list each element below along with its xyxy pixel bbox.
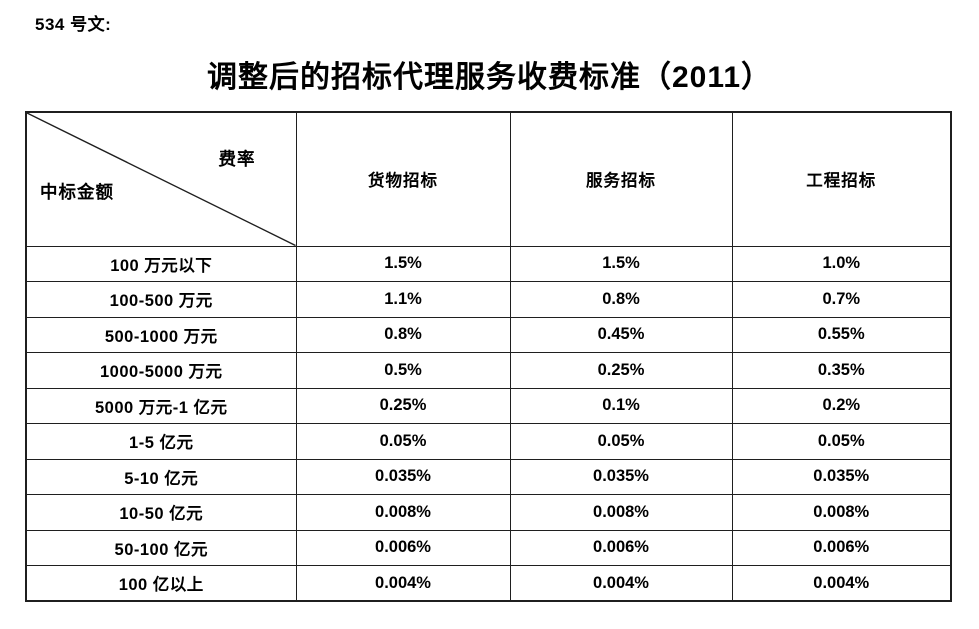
rate-cell: 0.05% xyxy=(295,423,511,460)
rate-cell: 0.8% xyxy=(295,316,511,353)
rate-cell: 0.2% xyxy=(731,387,952,424)
rate-cell: 0.006% xyxy=(731,529,952,566)
rate-cell: 0.55% xyxy=(731,316,952,353)
table-row: 1-5 亿元 0.05% 0.05% 0.05% xyxy=(25,423,952,460)
rate-cell: 1.5% xyxy=(509,245,733,282)
amount-cell: 100 万元以下 xyxy=(25,245,297,282)
column-header-service: 服务招标 xyxy=(509,111,733,247)
rate-cell: 1.5% xyxy=(295,245,511,282)
table-row: 5-10 亿元 0.035% 0.035% 0.035% xyxy=(25,458,952,495)
rate-cell: 0.05% xyxy=(731,423,952,460)
amount-cell: 500-1000 万元 xyxy=(25,316,297,353)
rate-cell: 0.035% xyxy=(295,458,511,495)
corner-header-cell: 费率 中标金额 xyxy=(25,111,297,247)
rate-cell: 0.008% xyxy=(509,494,733,531)
amount-cell: 10-50 亿元 xyxy=(25,494,297,531)
rate-cell: 0.004% xyxy=(295,565,511,602)
rate-cell: 0.8% xyxy=(509,281,733,318)
rate-cell: 0.25% xyxy=(509,352,733,389)
table-row: 10-50 亿元 0.008% 0.008% 0.008% xyxy=(25,494,952,531)
table-row: 100 亿以上 0.004% 0.004% 0.004% xyxy=(25,565,952,602)
amount-cell: 1000-5000 万元 xyxy=(25,352,297,389)
diagonal-divider-line xyxy=(27,113,296,246)
table-row: 500-1000 万元 0.8% 0.45% 0.55% xyxy=(25,316,952,353)
doc-ref: 534 号文: xyxy=(35,15,112,34)
table-row: 50-100 亿元 0.006% 0.006% 0.006% xyxy=(25,529,952,566)
rate-cell: 0.004% xyxy=(731,565,952,602)
rate-cell: 0.35% xyxy=(731,352,952,389)
column-header-goods: 货物招标 xyxy=(295,111,511,247)
table-row: 100 万元以下 1.5% 1.5% 1.0% xyxy=(25,245,952,282)
rate-cell: 0.035% xyxy=(509,458,733,495)
corner-label-rate: 费率 xyxy=(218,149,256,169)
rate-cell: 0.1% xyxy=(509,387,733,424)
amount-cell: 100-500 万元 xyxy=(25,281,297,318)
table-row: 1000-5000 万元 0.5% 0.25% 0.35% xyxy=(25,352,952,389)
rate-cell: 0.008% xyxy=(731,494,952,531)
column-header-engineering: 工程招标 xyxy=(731,111,952,247)
rate-cell: 0.7% xyxy=(731,281,952,318)
amount-cell: 100 亿以上 xyxy=(25,565,297,602)
rate-cell: 0.035% xyxy=(731,458,952,495)
rate-cell: 0.008% xyxy=(295,494,511,531)
rate-cell: 0.006% xyxy=(509,529,733,566)
rate-cell: 0.25% xyxy=(295,387,511,424)
fee-rate-table: 费率 中标金额 货物招标 服务招标 工程招标 100 万元以下 1.5% 1.5… xyxy=(25,111,952,602)
amount-cell: 5-10 亿元 xyxy=(25,458,297,495)
page-title: 调整后的招标代理服务收费标准（2011） xyxy=(206,61,773,94)
rate-cell: 0.006% xyxy=(295,529,511,566)
rate-cell: 0.5% xyxy=(295,352,511,389)
amount-cell: 50-100 亿元 xyxy=(25,529,297,566)
table-row: 5000 万元-1 亿元 0.25% 0.1% 0.2% xyxy=(25,387,952,424)
rate-cell: 0.05% xyxy=(509,423,733,460)
table-header-row: 费率 中标金额 货物招标 服务招标 工程招标 xyxy=(25,111,952,247)
rate-cell: 1.1% xyxy=(295,281,511,318)
rate-cell: 0.45% xyxy=(509,316,733,353)
amount-cell: 1-5 亿元 xyxy=(25,423,297,460)
table-row: 100-500 万元 1.1% 0.8% 0.7% xyxy=(25,281,952,318)
corner-label-amount: 中标金额 xyxy=(40,182,114,202)
rate-cell: 1.0% xyxy=(731,245,952,282)
amount-cell: 5000 万元-1 亿元 xyxy=(25,387,297,424)
rate-cell: 0.004% xyxy=(509,565,733,602)
